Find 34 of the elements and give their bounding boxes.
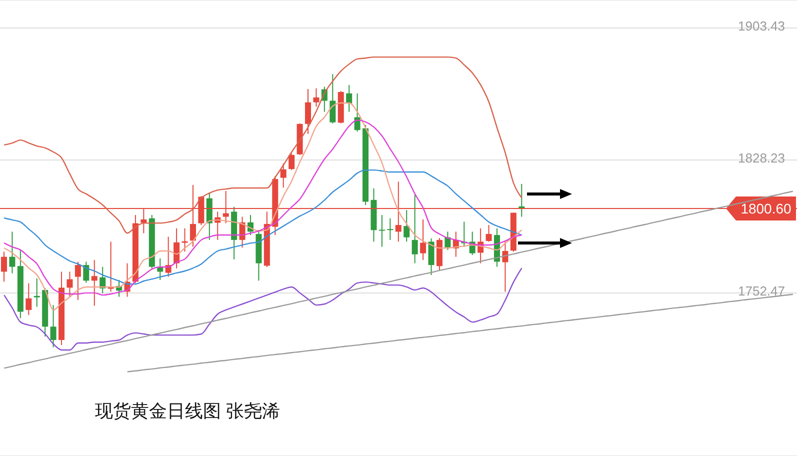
candlestick [34,278,40,308]
candlestick [305,88,312,134]
candlestick [404,210,410,242]
candlestick [330,74,336,124]
candlestick [26,282,32,316]
candlestick [66,271,73,298]
candlestick [428,238,434,276]
candlestick [354,92,360,132]
candlestick [313,88,320,108]
candlestick [288,152,295,171]
candlestick [280,162,286,188]
candlestick [100,266,106,294]
line-series [4,190,794,369]
candlestick [9,231,16,274]
y-tick-label: 1828.23 [738,150,785,166]
candlestick [91,259,98,306]
line-series [4,267,522,351]
ref-line-label: 1800.60 [740,200,792,217]
candlestick [444,231,451,250]
candlestick [83,261,90,284]
text: 现货黄金日线图 张尧浠 [95,400,280,423]
candlestick [420,218,426,260]
y-tick-label: 1903.43 [738,18,785,34]
candlestick [346,84,352,112]
candlestick [1,251,7,282]
line-series [4,56,522,234]
candlestick [387,218,394,240]
y-tick-label: 1752.47 [738,284,785,299]
candlestick [486,224,492,242]
candlestick [412,194,418,264]
candlestick [157,258,164,280]
candlestick [74,261,81,300]
candlestick [378,214,385,248]
candlestick [50,304,56,348]
